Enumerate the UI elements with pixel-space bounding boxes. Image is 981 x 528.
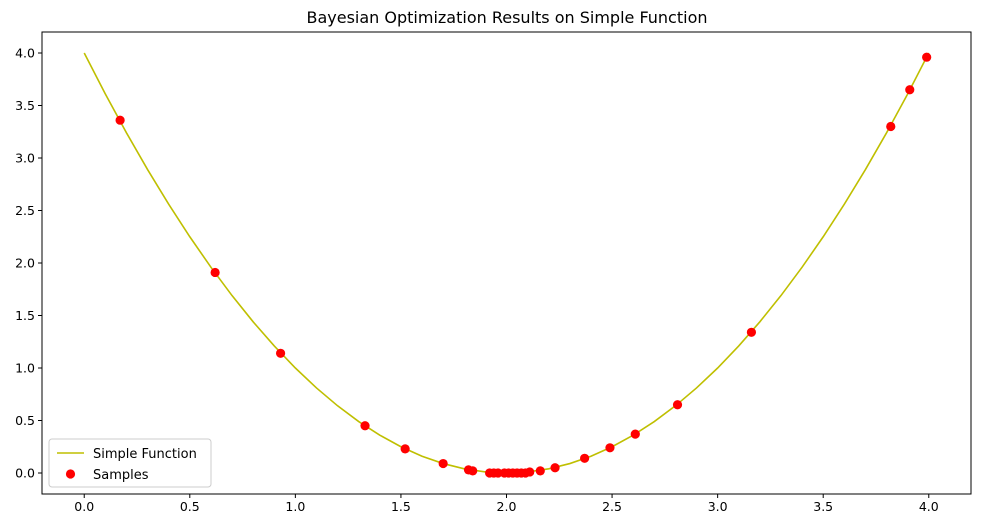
- x-tick-label: 1.0: [285, 499, 305, 514]
- x-tick-label: 2.5: [602, 499, 622, 514]
- sample-point: [210, 267, 220, 278]
- y-tick-label: 2.0: [15, 256, 35, 271]
- y-axis: 0.0 0.5 1.0 1.5 2.0 2.5 3.0 3.5 4.0: [15, 46, 42, 481]
- sample-point: [360, 421, 370, 431]
- sample-point: [550, 463, 560, 473]
- x-tick-label: 1.5: [391, 499, 411, 514]
- axes-frame: [41, 31, 972, 495]
- chart-title: Bayesian Optimization Results on Simple …: [307, 8, 708, 27]
- sample-point: [468, 466, 478, 476]
- sample-point: [580, 453, 590, 463]
- x-axis: 0.0 0.5 1.0 1.5 2.0 2.5 3.0 3.5 4.0: [74, 494, 939, 514]
- sample-point: [905, 85, 915, 95]
- y-tick-label: 3.5: [15, 98, 35, 113]
- y-tick-label: 2.5: [15, 203, 35, 218]
- sample-point: [400, 444, 410, 454]
- legend-label-function: Simple Function: [93, 447, 197, 462]
- sample-point: [886, 121, 896, 132]
- y-tick-label: 3.0: [15, 151, 35, 166]
- x-tick-label: 0.5: [180, 499, 200, 514]
- sample-point: [922, 52, 932, 62]
- y-tick-label: 4.0: [15, 46, 35, 61]
- legend-box: [48, 438, 212, 488]
- y-tick-label: 1.0: [15, 361, 35, 376]
- sample-point: [605, 443, 615, 453]
- x-tick-label: 4.0: [919, 499, 939, 514]
- x-tick-label: 2.0: [497, 499, 517, 514]
- sample-point: [672, 400, 683, 410]
- sample-point: [525, 467, 535, 477]
- x-tick-label: 0.0: [74, 499, 94, 514]
- legend-marker-swatch: [65, 469, 76, 479]
- y-tick-label: 1.5: [15, 308, 35, 323]
- sample-point: [115, 115, 125, 125]
- plot-area: [83, 52, 932, 478]
- sample-point: [275, 348, 286, 358]
- legend-label-samples: Samples: [93, 468, 149, 483]
- y-tick-label: 0.5: [15, 413, 35, 428]
- sample-point: [493, 468, 503, 478]
- legend: Simple Function Samples: [48, 438, 212, 488]
- sample-point: [535, 466, 545, 476]
- x-tick-label: 3.0: [708, 499, 728, 514]
- x-tick-label: 3.5: [813, 499, 833, 514]
- sample-point: [438, 458, 448, 469]
- function-line: [83, 52, 930, 474]
- y-tick-label: 0.0: [15, 466, 35, 481]
- sample-point: [630, 429, 640, 439]
- sample-point: [746, 327, 757, 337]
